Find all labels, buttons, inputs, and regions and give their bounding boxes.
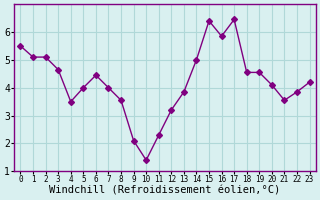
X-axis label: Windchill (Refroidissement éolien,°C): Windchill (Refroidissement éolien,°C) [49,186,281,196]
